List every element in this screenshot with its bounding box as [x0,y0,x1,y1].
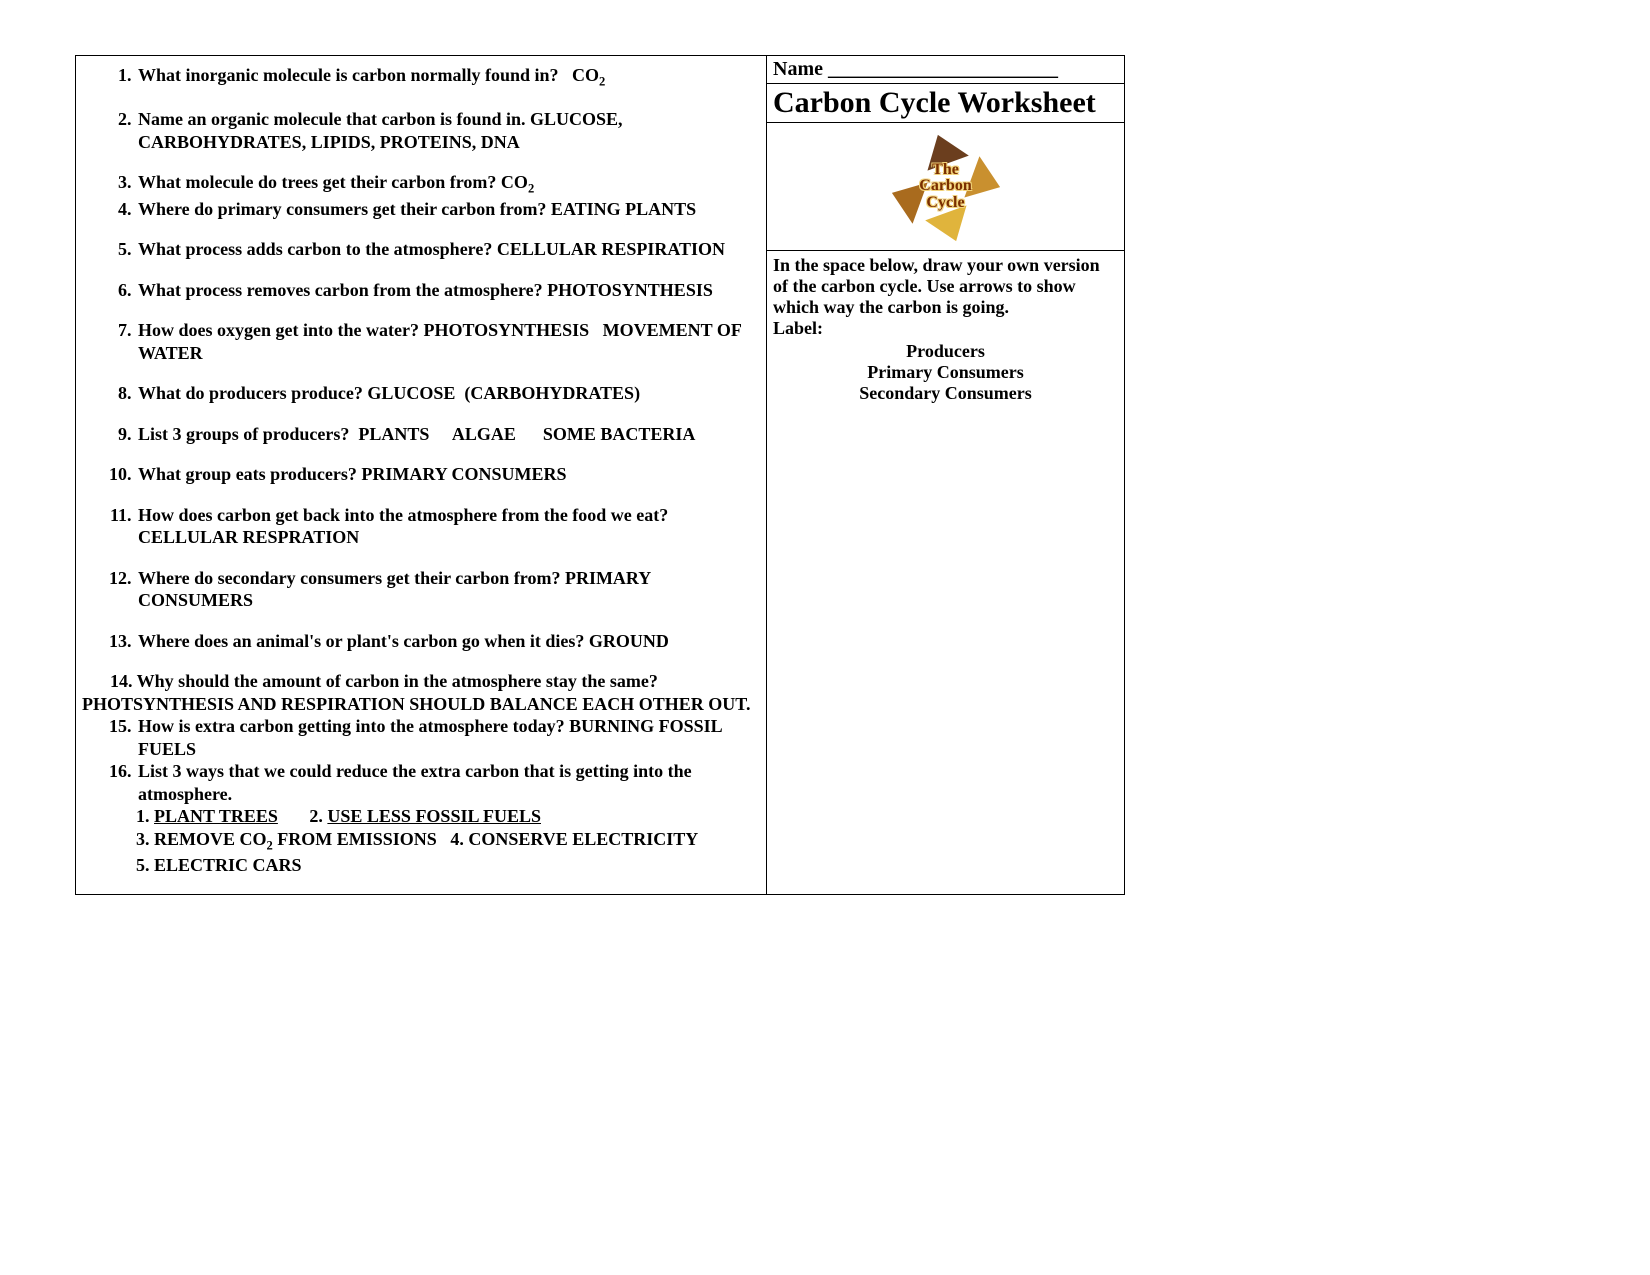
label-item: Secondary Consumers [773,383,1118,404]
reductions-line-2: 3. REMOVE CO2 FROM EMISSIONS 4. CONSERVE… [136,828,760,854]
worksheet-container: What inorganic molecule is carbon normal… [75,55,1125,895]
question-item: What inorganic molecule is carbon normal… [136,64,760,90]
reductions-line-1: 1. PLANT TREES 2. USE LESS FOSSIL FUELS [136,805,760,828]
questions-column: What inorganic molecule is carbon normal… [76,56,766,894]
name-label: Name _______________________ [773,58,1058,80]
question-item: What process adds carbon to the atmosphe… [136,238,760,261]
sidebar-column: Name _______________________ Carbon Cycl… [766,56,1124,894]
question-item: List 3 ways that we could reduce the ext… [136,760,760,805]
reductions-line-3: 5. ELECTRIC CARS [136,854,760,877]
question-item: Where do primary consumers get their car… [136,198,760,221]
question-item: Where do secondary consumers get their c… [136,567,760,612]
question-item: What process removes carbon from the atm… [136,279,760,302]
question-item: Name an organic molecule that carbon is … [136,108,760,153]
question-14-prompt: 14. Why should the amount of carbon in t… [82,670,760,693]
label-item: Primary Consumers [773,362,1118,383]
question-item: How does carbon get back into the atmosp… [136,504,760,549]
question-list-tail: How is extra carbon getting into the atm… [82,715,760,805]
carbon-cycle-logo: TheCarbonCycle [891,132,1001,242]
worksheet-title: Carbon Cycle Worksheet [773,86,1096,119]
question-item: What group eats producers? PRIMARY CONSU… [136,463,760,486]
question-item: What do producers produce? GLUCOSE (CARB… [136,382,760,405]
instructions-text: In the space below, draw your own versio… [773,255,1100,317]
label-item: Producers [773,341,1118,362]
question-item: Where does an animal's or plant's carbon… [136,630,760,653]
question-item: How does oxygen get into the water? PHOT… [136,319,760,364]
instructions-block: In the space below, draw your own versio… [767,251,1124,408]
name-field-row: Name _______________________ [767,56,1124,84]
label-list: ProducersPrimary ConsumersSecondary Cons… [773,341,1118,404]
question-item: List 3 groups of producers? PLANTS ALGAE… [136,423,760,446]
label-heading: Label: [773,318,823,338]
logo-text: TheCarbonCycle [906,161,986,211]
question-14-block: 14. Why should the amount of carbon in t… [82,670,760,715]
reductions-list: 1. PLANT TREES 2. USE LESS FOSSIL FUELS … [82,805,760,876]
logo-cell: TheCarbonCycle [767,123,1124,251]
question-14-answer: PHOTSYNTHESIS AND RESPIRATION SHOULD BAL… [82,693,760,716]
worksheet-title-row: Carbon Cycle Worksheet [767,84,1124,123]
question-item: What molecule do trees get their carbon … [136,171,760,197]
question-list: What inorganic molecule is carbon normal… [82,64,760,652]
question-item: How is extra carbon getting into the atm… [136,715,760,760]
